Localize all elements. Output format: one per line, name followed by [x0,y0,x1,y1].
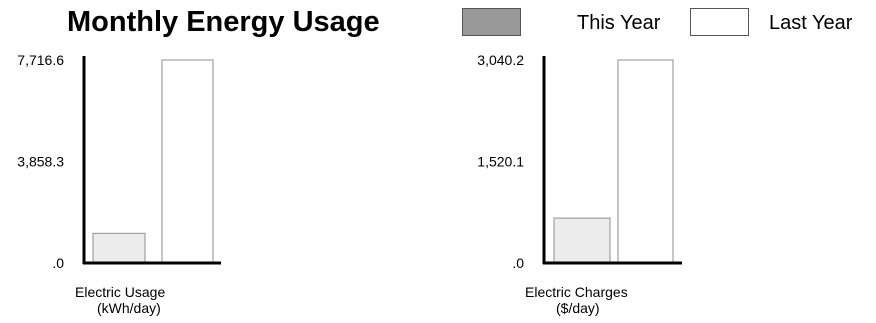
y-tick-label-0-0: .0 [52,255,64,271]
x-axis-label-1-0: Electric Charges [525,284,628,300]
legend-swatch-this-year [462,8,521,36]
bar-0-1 [161,59,214,264]
bar-1-1 [617,59,674,264]
bar-1-0 [553,217,611,264]
chart-title: Monthly Energy Usage [67,6,380,38]
y-tick-label-1-2: 3,040.2 [477,52,524,68]
x-axis-label-1-1: ($/day) [556,300,600,316]
legend-label-this-year: This Year [577,12,661,34]
y-tick-label-1-1: 1,520.1 [477,154,524,170]
x-axis-label-0-1: (kWh/day) [97,300,161,316]
y-tick-label-0-1: 3,858.3 [17,154,64,170]
legend-label-last-year: Last Year [769,12,853,34]
y-tick-label-0-2: 7,716.6 [17,52,64,68]
bar-0-0 [92,232,146,264]
x-axis-label-0-0: Electric Usage [75,284,165,300]
y-tick-label-1-0: .0 [512,255,524,271]
legend-swatch-last-year [690,8,749,36]
